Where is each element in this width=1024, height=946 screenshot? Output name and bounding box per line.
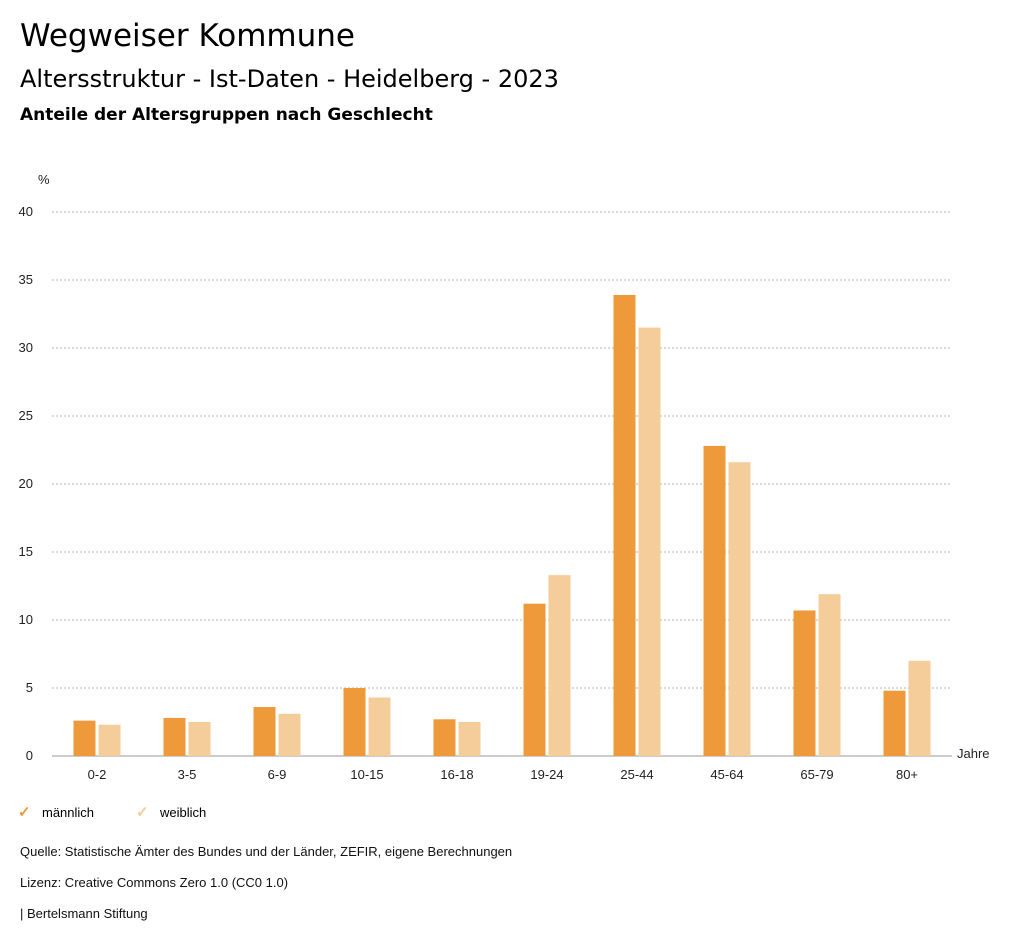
x-tick-label: 65-79 (800, 767, 833, 782)
y-tick-label: 5 (26, 680, 33, 695)
source-note: Quelle: Statistische Ämter des Bundes un… (20, 844, 513, 859)
y-tick-label: 0 (26, 748, 33, 763)
chart-subtitle: Altersstruktur - Ist-Daten - Heidelberg … (20, 65, 559, 93)
publisher-note: | Bertelsmann Stiftung (20, 906, 148, 921)
bar-weiblich (188, 722, 211, 756)
bar-weiblich (638, 327, 661, 756)
bar-maennlich (613, 294, 636, 756)
bar-weiblich (548, 575, 571, 756)
bar-maennlich (73, 720, 96, 756)
y-tick-label: 25 (19, 408, 33, 423)
bar-maennlich (343, 688, 366, 756)
x-axis-unit: Jahre (957, 746, 990, 761)
legend-item-maennlich[interactable]: ✓ männlich (18, 803, 94, 821)
bar-weiblich (368, 697, 391, 756)
bar-maennlich (883, 690, 906, 756)
x-tick-label: 19-24 (530, 767, 563, 782)
legend-label: männlich (42, 805, 95, 820)
y-axis-unit: % (38, 172, 50, 187)
bar-maennlich (433, 719, 456, 756)
page-title: Wegweiser Kommune (20, 18, 355, 54)
bar-weiblich (728, 462, 751, 756)
bar-maennlich (163, 717, 186, 756)
x-tick-label: 45-64 (710, 767, 743, 782)
bar-maennlich (523, 603, 546, 756)
license-note: Lizenz: Creative Commons Zero 1.0 (CC0 1… (20, 875, 289, 890)
legend-item-weiblich[interactable]: ✓ weiblich (136, 803, 206, 821)
legend-label: weiblich (160, 805, 207, 820)
x-tick-label: 10-15 (350, 767, 383, 782)
check-icon: ✓ (136, 804, 149, 821)
bar-weiblich (458, 722, 481, 756)
bar-chart: 0 5 10 15 20 25 30 35 40% Jahre 0-2 3-5 6-9 10-15 16-1… (19, 172, 990, 782)
check-icon: ✓ (18, 804, 31, 821)
bar-maennlich (793, 610, 816, 756)
bar-weiblich (908, 660, 931, 756)
y-tick-label: 40 (19, 204, 33, 219)
x-tick-label: 80+ (896, 767, 918, 782)
x-tick-label: 0-2 (88, 767, 107, 782)
x-tick-label: 3-5 (178, 767, 197, 782)
bar-maennlich (703, 445, 726, 756)
x-tick-label: 25-44 (620, 767, 653, 782)
bar-weiblich (98, 724, 121, 756)
y-tick-label: 35 (19, 272, 33, 287)
bar-weiblich (818, 594, 841, 756)
bar-maennlich (253, 707, 276, 756)
bar-weiblich (278, 713, 301, 756)
y-tick-label: 20 (19, 476, 33, 491)
x-tick-label: 16-18 (440, 767, 473, 782)
y-tick-label: 10 (19, 612, 33, 627)
y-tick-label: 15 (19, 544, 33, 559)
x-tick-label: 6-9 (268, 767, 287, 782)
chart-subheadline: Anteile der Altersgruppen nach Geschlech… (20, 105, 433, 125)
y-tick-label: 30 (19, 340, 33, 355)
